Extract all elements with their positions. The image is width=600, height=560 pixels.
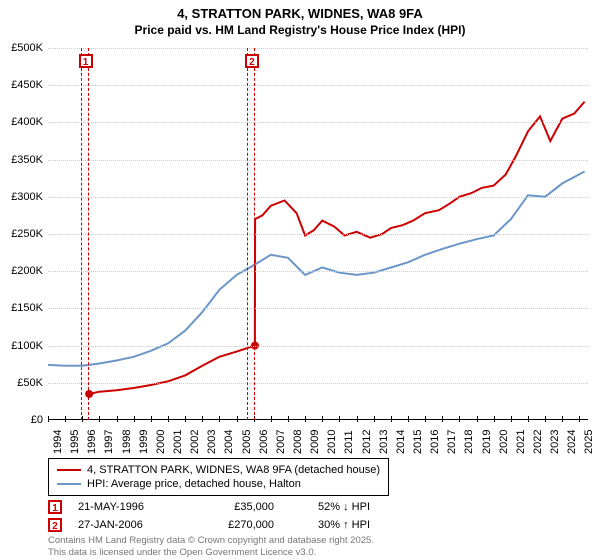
x-axis-label: 1998 xyxy=(121,430,133,454)
sale-row: 1 21-MAY-1996 £35,000 52% ↓ HPI xyxy=(48,498,370,516)
legend-label: 4, STRATTON PARK, WIDNES, WA8 9FA (detac… xyxy=(87,464,380,476)
y-axis-label: £250K xyxy=(0,228,43,240)
sale-row: 2 27-JAN-2006 £270,000 30% ↑ HPI xyxy=(48,516,370,534)
grid-line xyxy=(48,122,588,123)
x-axis-label: 2024 xyxy=(566,430,578,454)
grid-line xyxy=(48,346,588,347)
x-axis-label: 2007 xyxy=(275,430,287,454)
series-price_paid xyxy=(89,102,584,394)
x-axis-label: 2013 xyxy=(378,430,390,454)
y-axis-label: £450K xyxy=(0,79,43,91)
x-axis-label: 1994 xyxy=(52,430,64,454)
legend-item: HPI: Average price, detached house, Halt… xyxy=(57,477,380,491)
x-axis-label: 2014 xyxy=(395,430,407,454)
footer-line-1: Contains HM Land Registry data © Crown c… xyxy=(48,535,374,546)
grid-line xyxy=(48,48,588,49)
legend-box: 4, STRATTON PARK, WIDNES, WA8 9FA (detac… xyxy=(48,458,389,496)
y-axis-label: £300K xyxy=(0,191,43,203)
y-axis-label: £400K xyxy=(0,116,43,128)
sale-band xyxy=(247,48,255,420)
chart-plot-area: £0£50K£100K£150K£200K£250K£300K£350K£400… xyxy=(48,48,588,420)
x-axis-label: 1997 xyxy=(103,430,115,454)
y-axis-label: £150K xyxy=(0,302,43,314)
y-axis-label: £200K xyxy=(0,265,43,277)
x-axis-label: 2012 xyxy=(361,430,373,454)
sale-date: 21-MAY-1996 xyxy=(78,501,178,513)
x-axis-label: 2005 xyxy=(241,430,253,454)
x-axis-label: 2010 xyxy=(326,430,338,454)
x-axis-label: 2020 xyxy=(498,430,510,454)
x-axis-label: 2017 xyxy=(446,430,458,454)
y-axis-label: £100K xyxy=(0,340,43,352)
x-axis-label: 2016 xyxy=(429,430,441,454)
chart-title-line2: Price paid vs. HM Land Registry's House … xyxy=(0,23,600,41)
chart-title-line1: 4, STRATTON PARK, WIDNES, WA8 9FA xyxy=(0,0,600,23)
sale-marker-2: 2 xyxy=(245,54,259,68)
grid-line xyxy=(48,271,588,272)
x-axis-label: 2003 xyxy=(206,430,218,454)
x-axis-label: 2021 xyxy=(515,430,527,454)
sale-diff: 30% ↑ HPI xyxy=(290,519,370,531)
sale-price: £270,000 xyxy=(194,519,274,531)
y-axis-label: £50K xyxy=(0,377,43,389)
y-axis-label: £500K xyxy=(0,42,43,54)
grid-line xyxy=(48,383,588,384)
grid-line xyxy=(48,160,588,161)
legend-label: HPI: Average price, detached house, Halt… xyxy=(87,478,301,490)
y-axis-label: £350K xyxy=(0,154,43,166)
grid-line xyxy=(48,197,588,198)
y-axis-label: £0 xyxy=(0,414,43,426)
x-axis-label: 2011 xyxy=(343,430,355,454)
x-axis-label: 1995 xyxy=(69,430,81,454)
legend-swatch-icon xyxy=(57,469,81,471)
x-axis-label: 2002 xyxy=(189,430,201,454)
grid-line xyxy=(48,234,588,235)
series-hpi xyxy=(48,172,585,366)
sale-marker-icon: 2 xyxy=(48,518,62,532)
sales-table: 1 21-MAY-1996 £35,000 52% ↓ HPI 2 27-JAN-2006… xyxy=(48,498,370,534)
grid-line xyxy=(48,308,588,309)
legend-swatch-icon xyxy=(57,483,81,485)
sale-band xyxy=(81,48,90,420)
x-axis-label: 2015 xyxy=(412,430,424,454)
sale-price: £35,000 xyxy=(194,501,274,513)
sale-diff: 52% ↓ HPI xyxy=(290,501,370,513)
x-axis-label: 2004 xyxy=(223,430,235,454)
x-axis-label: 2006 xyxy=(258,430,270,454)
x-axis-label: 2000 xyxy=(155,430,167,454)
x-axis-label: 2008 xyxy=(292,430,304,454)
footer-line-2: This data is licensed under the Open Gov… xyxy=(48,547,374,558)
x-axis-label: 2009 xyxy=(309,430,321,454)
sale-marker-1: 1 xyxy=(79,54,93,68)
sale-marker-icon: 1 xyxy=(48,500,62,514)
x-axis-labels: 1994 1995 1996 1997 1998 1999 2000 2001 2002 2003… xyxy=(48,420,588,460)
legend-item: 4, STRATTON PARK, WIDNES, WA8 9FA (detac… xyxy=(57,463,380,477)
x-axis-label: 2018 xyxy=(463,430,475,454)
x-axis-label: 2025 xyxy=(583,430,595,454)
x-axis-label: 1999 xyxy=(138,430,150,454)
x-axis-label: 2022 xyxy=(532,430,544,454)
x-axis-label: 2001 xyxy=(172,430,184,454)
x-axis-label: 2023 xyxy=(549,430,561,454)
x-axis-label: 1996 xyxy=(86,430,98,454)
sale-date: 27-JAN-2006 xyxy=(78,519,178,531)
grid-line xyxy=(48,85,588,86)
x-axis-label: 2019 xyxy=(481,430,493,454)
footer-attribution: Contains HM Land Registry data © Crown c… xyxy=(48,535,374,558)
